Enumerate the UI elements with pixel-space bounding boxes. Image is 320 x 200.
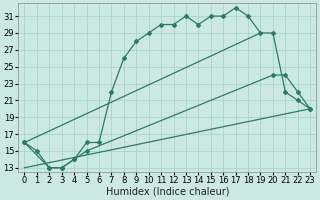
X-axis label: Humidex (Indice chaleur): Humidex (Indice chaleur) [106, 187, 229, 197]
